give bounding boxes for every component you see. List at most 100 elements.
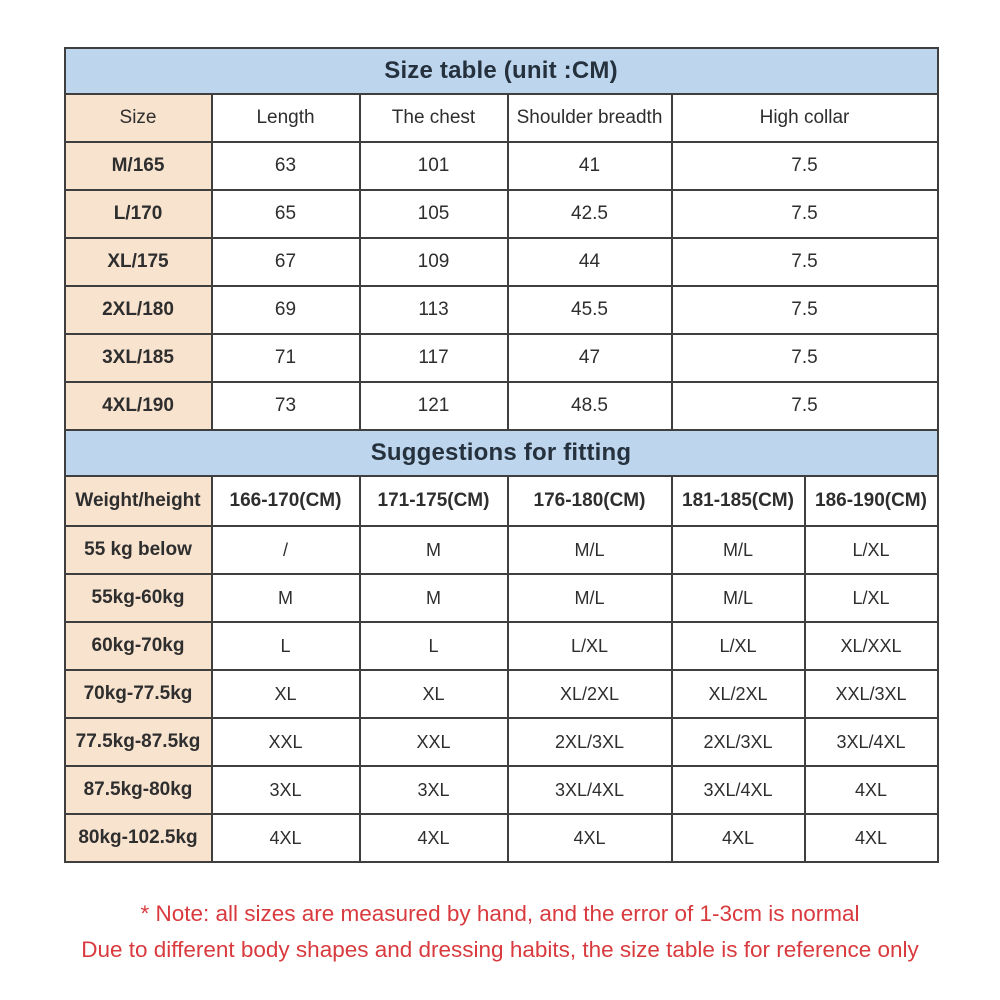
- shoulder-cell: 48.5: [506, 381, 673, 431]
- size-row-label: 2XL/180: [63, 285, 213, 335]
- weight-row-label: 55 kg below: [63, 525, 213, 575]
- size-row-label: L/170: [63, 189, 213, 239]
- length-cell: 67: [210, 237, 361, 287]
- size-table-header-row: Size Length The chest Shoulder breadth H…: [63, 93, 939, 143]
- column-header-size: Size: [63, 93, 213, 143]
- size-row-label: 3XL/185: [63, 333, 213, 383]
- chest-cell: 121: [358, 381, 509, 431]
- fitting-cell: XXL: [210, 717, 361, 767]
- size-row-label: XL/175: [63, 237, 213, 287]
- fitting-cell: M/L: [506, 525, 673, 575]
- column-header-weight-height: Weight/height: [63, 475, 213, 527]
- size-table: Size table (unit :CM) Size Length The ch…: [63, 47, 939, 863]
- collar-cell: 7.5: [670, 381, 939, 431]
- note-line-2: Due to different body shapes and dressin…: [81, 937, 919, 962]
- table-row: 55 kg below / M M/L M/L L/XL: [63, 525, 939, 575]
- column-header-shoulder: Shoulder breadth: [506, 93, 673, 143]
- fitting-cell: M/L: [506, 573, 673, 623]
- table-row: 77.5kg-87.5kg XXL XXL 2XL/3XL 2XL/3XL 3X…: [63, 717, 939, 767]
- fitting-cell: 3XL/4XL: [506, 765, 673, 815]
- fitting-cell: 4XL: [210, 813, 361, 863]
- weight-row-label: 55kg-60kg: [63, 573, 213, 623]
- column-header-181-185: 181-185(CM): [670, 475, 806, 527]
- fitting-cell: L/XL: [803, 573, 939, 623]
- table-row: 55kg-60kg M M M/L M/L L/XL: [63, 573, 939, 623]
- collar-cell: 7.5: [670, 189, 939, 239]
- column-header-chest: The chest: [358, 93, 509, 143]
- size-row-label: M/165: [63, 141, 213, 191]
- length-cell: 63: [210, 141, 361, 191]
- fitting-cell: 4XL: [803, 813, 939, 863]
- fitting-cell: 3XL/4XL: [803, 717, 939, 767]
- fitting-cell: L: [210, 621, 361, 671]
- collar-cell: 7.5: [670, 285, 939, 335]
- weight-row-label: 60kg-70kg: [63, 621, 213, 671]
- fitting-cell: XL/XXL: [803, 621, 939, 671]
- table-row: 80kg-102.5kg 4XL 4XL 4XL 4XL 4XL: [63, 813, 939, 863]
- chart-wrapper: Size table (unit :CM) Size Length The ch…: [63, 0, 939, 968]
- fitting-cell: M/L: [670, 573, 806, 623]
- fitting-cell: 3XL: [358, 765, 509, 815]
- table-row: L/170 65 105 42.5 7.5: [63, 189, 939, 239]
- fitting-cell: L/XL: [803, 525, 939, 575]
- note-text: * Note: all sizes are measured by hand, …: [64, 896, 937, 968]
- shoulder-cell: 45.5: [506, 285, 673, 335]
- table-row: 3XL/185 71 117 47 7.5: [63, 333, 939, 383]
- column-header-length: Length: [210, 93, 361, 143]
- collar-cell: 7.5: [670, 333, 939, 383]
- collar-cell: 7.5: [670, 237, 939, 287]
- length-cell: 73: [210, 381, 361, 431]
- weight-row-label: 77.5kg-87.5kg: [63, 717, 213, 767]
- table-row: 87.5kg-80kg 3XL 3XL 3XL/4XL 3XL/4XL 4XL: [63, 765, 939, 815]
- fitting-cell: 4XL: [506, 813, 673, 863]
- weight-row-label: 70kg-77.5kg: [63, 669, 213, 719]
- chest-cell: 101: [358, 141, 509, 191]
- shoulder-cell: 42.5: [506, 189, 673, 239]
- column-header-collar: High collar: [670, 93, 939, 143]
- table-row: M/165 63 101 41 7.5: [63, 141, 939, 191]
- table-row: 70kg-77.5kg XL XL XL/2XL XL/2XL XXL/3XL: [63, 669, 939, 719]
- size-row-label: 4XL/190: [63, 381, 213, 431]
- fitting-cell: 4XL: [358, 813, 509, 863]
- column-header-166-170: 166-170(CM): [210, 475, 361, 527]
- fitting-cell: 2XL/3XL: [506, 717, 673, 767]
- shoulder-cell: 44: [506, 237, 673, 287]
- fitting-cell: 3XL: [210, 765, 361, 815]
- table-row: 4XL/190 73 121 48.5 7.5: [63, 381, 939, 431]
- fitting-cell: XXL: [358, 717, 509, 767]
- fitting-table-title: Suggestions for fitting: [63, 429, 939, 477]
- length-cell: 69: [210, 285, 361, 335]
- fitting-cell: XXL/3XL: [803, 669, 939, 719]
- fitting-cell: M: [210, 573, 361, 623]
- fitting-cell: XL/2XL: [670, 669, 806, 719]
- chest-cell: 113: [358, 285, 509, 335]
- length-cell: 71: [210, 333, 361, 383]
- fitting-cell: L: [358, 621, 509, 671]
- fitting-cell: L/XL: [670, 621, 806, 671]
- fitting-cell: XL: [210, 669, 361, 719]
- chest-cell: 109: [358, 237, 509, 287]
- shoulder-cell: 47: [506, 333, 673, 383]
- fitting-cell: M: [358, 573, 509, 623]
- fitting-cell: 3XL/4XL: [670, 765, 806, 815]
- fitting-cell: 4XL: [803, 765, 939, 815]
- shoulder-cell: 41: [506, 141, 673, 191]
- table-row: 2XL/180 69 113 45.5 7.5: [63, 285, 939, 335]
- chest-cell: 105: [358, 189, 509, 239]
- column-header-186-190: 186-190(CM): [803, 475, 939, 527]
- fitting-table-header-row: Weight/height 166-170(CM) 171-175(CM) 17…: [63, 475, 939, 527]
- fitting-cell: 2XL/3XL: [670, 717, 806, 767]
- fitting-cell: L/XL: [506, 621, 673, 671]
- table-row: 60kg-70kg L L L/XL L/XL XL/XXL: [63, 621, 939, 671]
- weight-row-label: 87.5kg-80kg: [63, 765, 213, 815]
- table-row: XL/175 67 109 44 7.5: [63, 237, 939, 287]
- size-table-title: Size table (unit :CM): [63, 47, 939, 95]
- column-header-176-180: 176-180(CM): [506, 475, 673, 527]
- fitting-cell: 4XL: [670, 813, 806, 863]
- length-cell: 65: [210, 189, 361, 239]
- fitting-cell: M: [358, 525, 509, 575]
- column-header-171-175: 171-175(CM): [358, 475, 509, 527]
- fitting-cell: M/L: [670, 525, 806, 575]
- fitting-cell: XL/2XL: [506, 669, 673, 719]
